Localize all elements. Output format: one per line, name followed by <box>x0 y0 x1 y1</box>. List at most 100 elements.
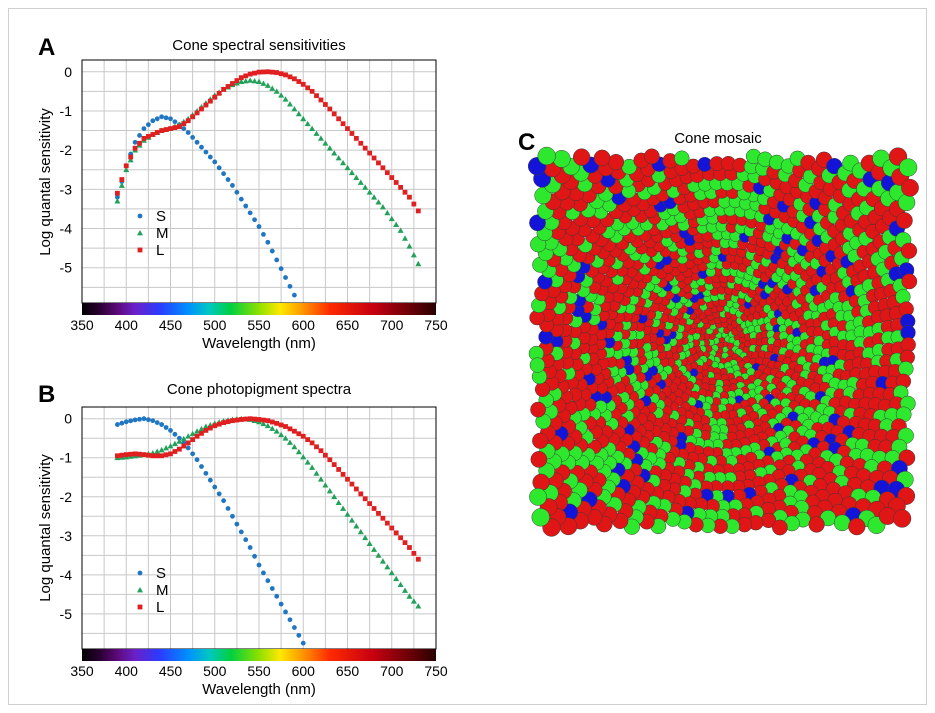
data-point <box>150 132 156 137</box>
data-point <box>393 530 399 536</box>
data-point <box>331 111 337 117</box>
cone-cell-l <box>530 401 546 418</box>
data-point <box>353 135 359 141</box>
panel-a: A Cone spectral sensitivities 350 400 450 5… <box>37 34 448 352</box>
data-point <box>247 545 253 550</box>
data-point <box>190 451 196 457</box>
data-point <box>362 184 369 190</box>
data-point <box>283 609 288 615</box>
data-point <box>159 128 165 133</box>
data-point <box>128 451 134 457</box>
data-point <box>397 227 404 233</box>
data-point <box>137 133 142 138</box>
data-point <box>371 506 377 511</box>
data-point <box>415 556 421 562</box>
data-point <box>243 416 249 422</box>
data-point <box>203 102 209 108</box>
data-point <box>322 102 328 107</box>
data-point <box>348 169 355 176</box>
data-point <box>295 448 302 455</box>
data-point <box>313 130 320 136</box>
data-point <box>384 564 391 570</box>
data-point <box>159 453 165 459</box>
data-point <box>163 444 170 451</box>
data-point <box>269 586 275 591</box>
data-point <box>145 417 151 423</box>
data-point <box>154 420 160 426</box>
data-point <box>221 86 226 92</box>
data-point <box>198 425 205 432</box>
cone-cell-l <box>643 148 660 165</box>
data-point <box>317 476 324 482</box>
data-point <box>132 451 138 457</box>
x-tick-label: 750 <box>424 663 448 679</box>
data-point <box>256 78 262 84</box>
data-point <box>238 78 245 84</box>
data-point <box>286 439 293 445</box>
data-point <box>318 448 324 454</box>
data-point <box>150 453 156 459</box>
data-point <box>172 125 178 131</box>
data-point <box>185 130 191 135</box>
panel-letter-a: A <box>38 34 55 61</box>
data-point <box>207 154 213 160</box>
data-point <box>398 184 403 190</box>
data-point <box>123 166 130 173</box>
data-point <box>137 247 143 253</box>
data-point <box>340 159 347 166</box>
cone-cell-m <box>898 158 918 177</box>
data-point <box>269 419 275 425</box>
data-point <box>230 183 235 188</box>
data-point <box>358 491 364 497</box>
data-point <box>300 640 306 646</box>
data-point <box>194 139 200 145</box>
data-point <box>287 426 293 432</box>
data-point <box>190 135 196 140</box>
cone-cell-m <box>529 357 546 373</box>
data-point <box>362 145 368 151</box>
legend-label-s: S <box>156 565 166 582</box>
data-point <box>158 446 165 453</box>
data-point <box>145 134 151 139</box>
data-point <box>402 587 409 593</box>
data-point <box>132 139 138 145</box>
data-point <box>199 464 204 469</box>
data-point <box>292 292 297 298</box>
cone-cell-l <box>901 273 918 290</box>
data-point <box>180 435 187 442</box>
data-point <box>415 260 422 267</box>
data-point <box>265 578 271 584</box>
data-point <box>282 96 289 102</box>
data-point <box>238 417 244 422</box>
data-point <box>221 498 227 504</box>
data-point <box>300 433 306 439</box>
x-tick-label: 400 <box>115 663 139 679</box>
data-point <box>274 257 280 263</box>
data-point <box>171 440 178 447</box>
y-tick-label: 0 <box>64 411 72 427</box>
data-point <box>274 420 280 426</box>
cone-cell-l <box>808 516 825 533</box>
data-point <box>141 452 147 458</box>
data-point <box>238 75 244 81</box>
data-point <box>411 201 417 207</box>
data-point <box>234 78 240 83</box>
data-point <box>123 419 129 425</box>
data-point <box>172 431 178 437</box>
cone-cell-m <box>833 514 851 532</box>
data-point <box>154 130 160 135</box>
data-point <box>384 520 390 526</box>
data-point <box>194 457 200 463</box>
x-tick-label: 750 <box>424 317 448 333</box>
legend-label-m: M <box>156 582 169 599</box>
x-tick-label: 700 <box>380 663 404 679</box>
data-point <box>335 499 342 506</box>
cone-cell-l <box>572 148 591 166</box>
data-point <box>367 150 373 156</box>
cone-cell-l <box>607 153 625 171</box>
data-point <box>286 101 293 107</box>
data-point <box>137 213 143 219</box>
cone-cell-m <box>552 150 571 168</box>
data-point <box>172 449 178 454</box>
data-point <box>172 119 178 125</box>
